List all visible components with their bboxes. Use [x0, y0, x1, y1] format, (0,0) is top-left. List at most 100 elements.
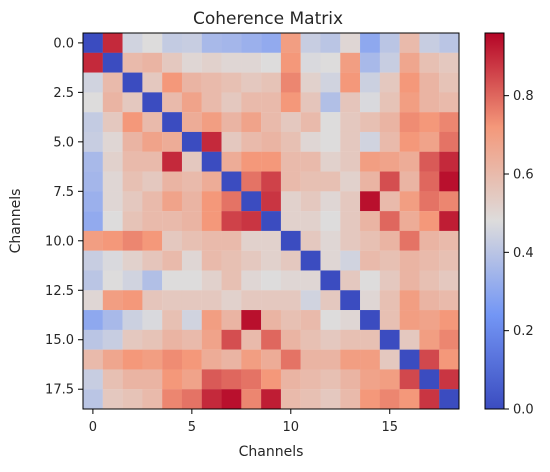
- heatmap-cell: [439, 52, 460, 73]
- heatmap-cell: [419, 270, 440, 291]
- heatmap-cell: [83, 349, 103, 370]
- heatmap-cell: [439, 389, 460, 410]
- heatmap-cell: [142, 250, 163, 271]
- heatmap-cell: [142, 33, 163, 53]
- heatmap-cell: [340, 290, 361, 311]
- heatmap-cell: [300, 211, 321, 232]
- y-tick-label: 12.5: [45, 284, 74, 299]
- heatmap-cell: [379, 33, 400, 53]
- heatmap-cell: [181, 33, 202, 53]
- heatmap-cell: [439, 211, 460, 232]
- heatmap-cell: [241, 349, 262, 370]
- heatmap-cell: [241, 72, 262, 93]
- heatmap-cell: [360, 92, 380, 113]
- heatmap-cell: [142, 369, 163, 390]
- heatmap-cell: [122, 329, 143, 350]
- heatmap-cell: [142, 349, 163, 370]
- heatmap-cell: [102, 369, 123, 390]
- heatmap-cell: [419, 112, 440, 133]
- heatmap-cell: [360, 250, 380, 271]
- heatmap-cell: [122, 33, 143, 53]
- heatmap-cell: [340, 310, 361, 330]
- heatmap-cell: [399, 290, 420, 311]
- heatmap-cell: [360, 171, 380, 192]
- heatmap-cell: [439, 270, 460, 291]
- heatmap-cell: [419, 72, 440, 93]
- heatmap-cell: [241, 211, 262, 232]
- heatmap-cell: [340, 151, 361, 172]
- heatmap-cell: [261, 72, 282, 93]
- heatmap-cell: [102, 250, 123, 271]
- heatmap-cell: [142, 112, 163, 133]
- heatmap-cell: [102, 211, 123, 232]
- heatmap-cell: [340, 131, 361, 152]
- heatmap-cell: [399, 369, 420, 390]
- heatmap-cell: [419, 131, 440, 152]
- heatmap-cell: [360, 310, 380, 330]
- colorbar-tick-label: 0.2: [513, 324, 534, 339]
- heatmap-cell: [261, 92, 282, 113]
- heatmap-cell: [280, 329, 301, 350]
- heatmap-cell: [399, 329, 420, 350]
- heatmap-cell: [201, 349, 222, 370]
- heatmap-cell: [360, 112, 380, 133]
- heatmap-cell: [221, 72, 242, 93]
- heatmap-cell: [399, 250, 420, 271]
- x-tick-label: 15: [381, 420, 398, 435]
- heatmap-cell: [221, 131, 242, 152]
- heatmap-cell: [261, 329, 282, 350]
- heatmap-cell: [83, 112, 103, 133]
- heatmap-cell: [122, 389, 143, 410]
- heatmap-cell: [261, 171, 282, 192]
- heatmap-cell: [379, 92, 400, 113]
- heatmap-cell: [399, 349, 420, 370]
- heatmap-cell: [419, 290, 440, 311]
- heatmap-cell: [122, 349, 143, 370]
- heatmap-cell: [300, 270, 321, 291]
- colorbar-tick-label: 0.4: [513, 246, 534, 261]
- heatmap-cell: [320, 290, 341, 311]
- heatmap-cell: [102, 112, 123, 133]
- heatmap-cell: [439, 171, 460, 192]
- heatmap-cell: [399, 389, 420, 410]
- heatmap-cell: [399, 211, 420, 232]
- heatmap-cell: [241, 52, 262, 73]
- heatmap-cell: [320, 211, 341, 232]
- y-tick-label: 5.0: [53, 135, 74, 150]
- heatmap-cell: [181, 131, 202, 152]
- heatmap-cell: [162, 92, 183, 113]
- heatmap-cell: [142, 389, 163, 410]
- heatmap-cell: [83, 310, 103, 330]
- heatmap-cell: [201, 389, 222, 410]
- heatmap-cell: [162, 270, 183, 291]
- heatmap-cell: [102, 329, 123, 350]
- heatmap-cell: [102, 230, 123, 251]
- heatmap-cell: [320, 131, 341, 152]
- heatmap-cell: [181, 230, 202, 251]
- heatmap-cell: [241, 290, 262, 311]
- heatmap-cell: [340, 250, 361, 271]
- heatmap-cell: [261, 270, 282, 291]
- heatmap-cell: [320, 151, 341, 172]
- heatmap-cell: [300, 369, 321, 390]
- y-tick-label: 10.0: [45, 234, 74, 249]
- heatmap-cell: [280, 92, 301, 113]
- heatmap-cell: [399, 171, 420, 192]
- heatmap-cell: [162, 290, 183, 311]
- heatmap-cell: [201, 270, 222, 291]
- colorbar: [484, 32, 505, 410]
- heatmap-cell: [419, 151, 440, 172]
- heatmap-cell: [201, 112, 222, 133]
- heatmap-cell: [439, 349, 460, 370]
- heatmap-cell: [162, 33, 183, 53]
- heatmap-cell: [221, 250, 242, 271]
- heatmap-cell: [241, 131, 262, 152]
- heatmap-cell: [360, 52, 380, 73]
- heatmap-cell: [142, 211, 163, 232]
- heatmap-cell: [83, 131, 103, 152]
- heatmap-cell: [201, 369, 222, 390]
- heatmap-cell: [399, 72, 420, 93]
- heatmap-cell: [379, 329, 400, 350]
- heatmap-cell: [181, 171, 202, 192]
- x-tick-label: 10: [283, 420, 300, 435]
